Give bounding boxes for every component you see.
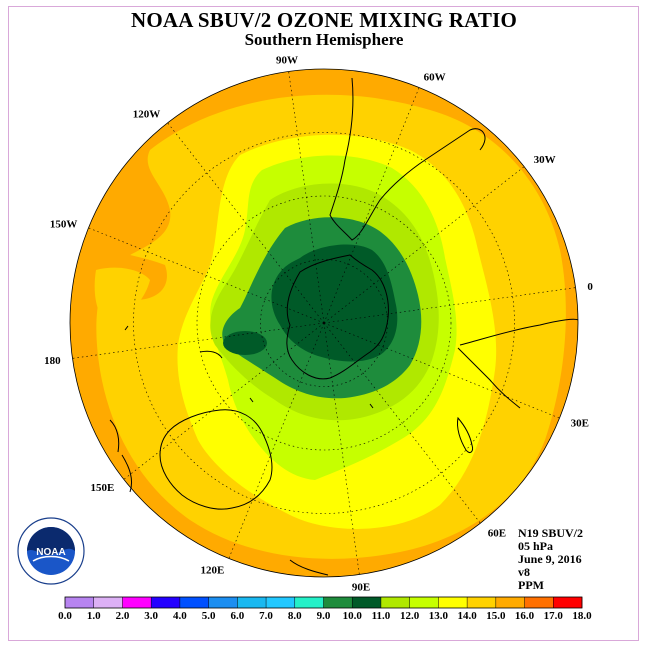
latitude-circle (196, 195, 452, 451)
longitude-label: 90W (276, 55, 298, 67)
new-zealand-coast (109, 419, 133, 493)
longitude-label: 120E (201, 565, 225, 577)
color-scale-tick-label: 0.0 (58, 610, 72, 622)
color-scale-tick-label: 6.0 (230, 610, 244, 622)
info-satellite: N19 SBUV/2 (518, 526, 584, 540)
color-scale-swatch (495, 597, 525, 608)
color-scale-tick-label: 18.0 (572, 610, 592, 622)
longitude-label: 60E (488, 528, 506, 540)
longitude-label: 60W (424, 71, 446, 83)
color-scale-tick-label: 16.0 (515, 610, 535, 622)
color-scale-tick-label: 3.0 (144, 610, 158, 622)
color-scale-ticks: 0.0 1.0 2.0 3.0 4.0 5.0 6.0 7.0 8.0 9.0 10.0 11.0 12… (58, 610, 592, 622)
color-scale-swatch (409, 597, 439, 608)
color-scale-swatch (524, 597, 554, 608)
meridian-line (323, 87, 420, 324)
info-units: PPM (518, 578, 544, 592)
south-america-coast (329, 77, 486, 241)
meridian-line (288, 71, 325, 324)
color-scale-swatch (323, 597, 353, 608)
color-scale-swatch (380, 597, 410, 608)
color-scale-tick-label: 7.0 (259, 610, 273, 622)
islands-coast (124, 325, 374, 576)
meridian-line (323, 322, 560, 419)
longitude-label: 90E (352, 581, 370, 593)
color-scale-bar (64, 596, 583, 609)
longitude-label: 150W (50, 218, 78, 230)
color-scale-swatch (151, 597, 181, 608)
meridian-line (323, 322, 360, 575)
australia-coast (159, 409, 273, 510)
map-subtitle: Southern Hemisphere (244, 30, 404, 49)
meridian-line (323, 166, 525, 324)
antarctica-coast (286, 254, 389, 380)
noaa-logo: NOAA (17, 517, 85, 585)
longitude-label: 120W (133, 108, 161, 120)
color-scale-swatch (208, 597, 238, 608)
color-scale-tick-label: 5.0 (202, 610, 216, 622)
graticule (72, 71, 576, 575)
info-date: June 9, 2016 (518, 552, 582, 566)
info-level: 05 hPa (518, 539, 554, 553)
coastlines (109, 77, 579, 576)
color-scale-swatch (352, 597, 382, 608)
longitude-label: 30W (534, 154, 556, 166)
meridian-line (88, 227, 325, 324)
color-scale-swatch (237, 597, 267, 608)
color-scale-swatch (93, 597, 123, 608)
meridian-line (323, 287, 576, 324)
madagascar-coast (457, 416, 473, 453)
longitude-label: 180 (44, 355, 61, 367)
color-scale-swatch (266, 597, 296, 608)
color-scale-swatch (438, 597, 468, 608)
color-scale-tick-label: 10.0 (343, 610, 363, 622)
longitude-label: 0 (587, 281, 593, 293)
color-scale-tick-label: 12.0 (400, 610, 420, 622)
color-scale-tick-label: 2.0 (116, 610, 130, 622)
color-scale-tick-label: 4.0 (173, 610, 187, 622)
latitude-circle (133, 132, 515, 514)
color-scale-tick-label: 15.0 (486, 610, 506, 622)
meridian-line (167, 122, 325, 324)
color-scale-swatch (294, 597, 324, 608)
meridian-line (72, 322, 325, 359)
meridian-line (323, 322, 481, 524)
color-scale-tick-label: 11.0 (372, 610, 391, 622)
field-9-island (223, 331, 267, 355)
color-scale-swatch (467, 597, 497, 608)
info-version: v8 (518, 565, 530, 579)
logo-wave-icon (32, 555, 70, 562)
meridian-line (123, 322, 325, 480)
longitude-label: 150E (91, 482, 115, 494)
color-scale-swatch (553, 597, 583, 608)
color-scale-tick-label: 1.0 (87, 610, 101, 622)
map-title: NOAA SBUV/2 OZONE MIXING RATIO (131, 8, 517, 32)
logo-bird-icon (27, 527, 75, 556)
longitude-labels: 0 30E 60E 90E 120E 150E 180 150W 120W 90W 60W 30W (44, 55, 593, 594)
page-frame (8, 6, 639, 641)
color-scale-swatch (65, 597, 95, 608)
color-scale-swatch (179, 597, 209, 608)
color-scale-swatch (122, 597, 152, 608)
ozone-field (70, 69, 578, 577)
map-boundary (69, 68, 579, 578)
color-scale-tick-label: 13.0 (429, 610, 449, 622)
meridian-line (228, 322, 325, 559)
field-14-tongue (94, 267, 150, 325)
color-scale-tick-label: 8.0 (288, 610, 302, 622)
africa-coast (457, 318, 579, 409)
color-scale-tick-label: 17.0 (544, 610, 564, 622)
longitude-label: 30E (571, 418, 589, 430)
color-scale-tick-label: 14.0 (457, 610, 477, 622)
color-scale-tick-label: 9.0 (317, 610, 331, 622)
field-9 (271, 244, 398, 362)
logo-text: NOAA (36, 547, 65, 558)
